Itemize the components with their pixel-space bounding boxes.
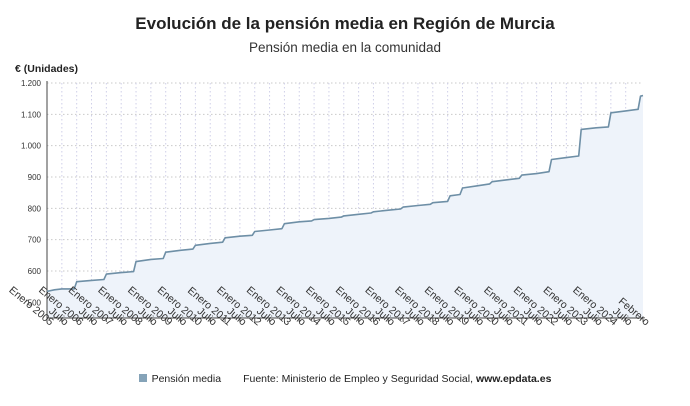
y-tick-label: 1.100 bbox=[21, 110, 42, 119]
y-tick-label: 800 bbox=[28, 204, 42, 213]
legend-swatch bbox=[138, 374, 147, 382]
y-tick-label: 900 bbox=[28, 173, 42, 182]
y-axis-unit-label: € (Unidades) bbox=[15, 63, 79, 75]
y-tick-label: 500 bbox=[28, 298, 42, 307]
y-tick-label: 1.200 bbox=[21, 79, 42, 88]
y-tick-label: 600 bbox=[28, 267, 42, 276]
axes bbox=[46, 81, 644, 322]
y-tick-label: 700 bbox=[28, 236, 42, 245]
area-fill bbox=[47, 95, 643, 318]
chart-footer: Pensión media Fuente: Ministerio de Emple… bbox=[0, 373, 690, 385]
chart-subtitle: Pensión media en la comunidad bbox=[248, 40, 442, 55]
chart-title: Evolución de la pensión media en Región … bbox=[135, 14, 555, 33]
source-text: Fuente: Ministerio de Empleo y Seguridad… bbox=[243, 373, 476, 385]
legend-label: Pensión media bbox=[151, 373, 222, 385]
legend-item-pension-media: Pensión media bbox=[138, 373, 222, 385]
source-site: www.epdata.es bbox=[475, 373, 552, 385]
series-lines bbox=[46, 94, 644, 293]
y-tick-labels: 500 600 700 800 900 1.000 1.100 1.200 bbox=[21, 79, 42, 307]
series-line-pension-media bbox=[46, 94, 644, 293]
y-tick-label: 1.000 bbox=[21, 142, 42, 151]
series-area bbox=[47, 95, 643, 318]
